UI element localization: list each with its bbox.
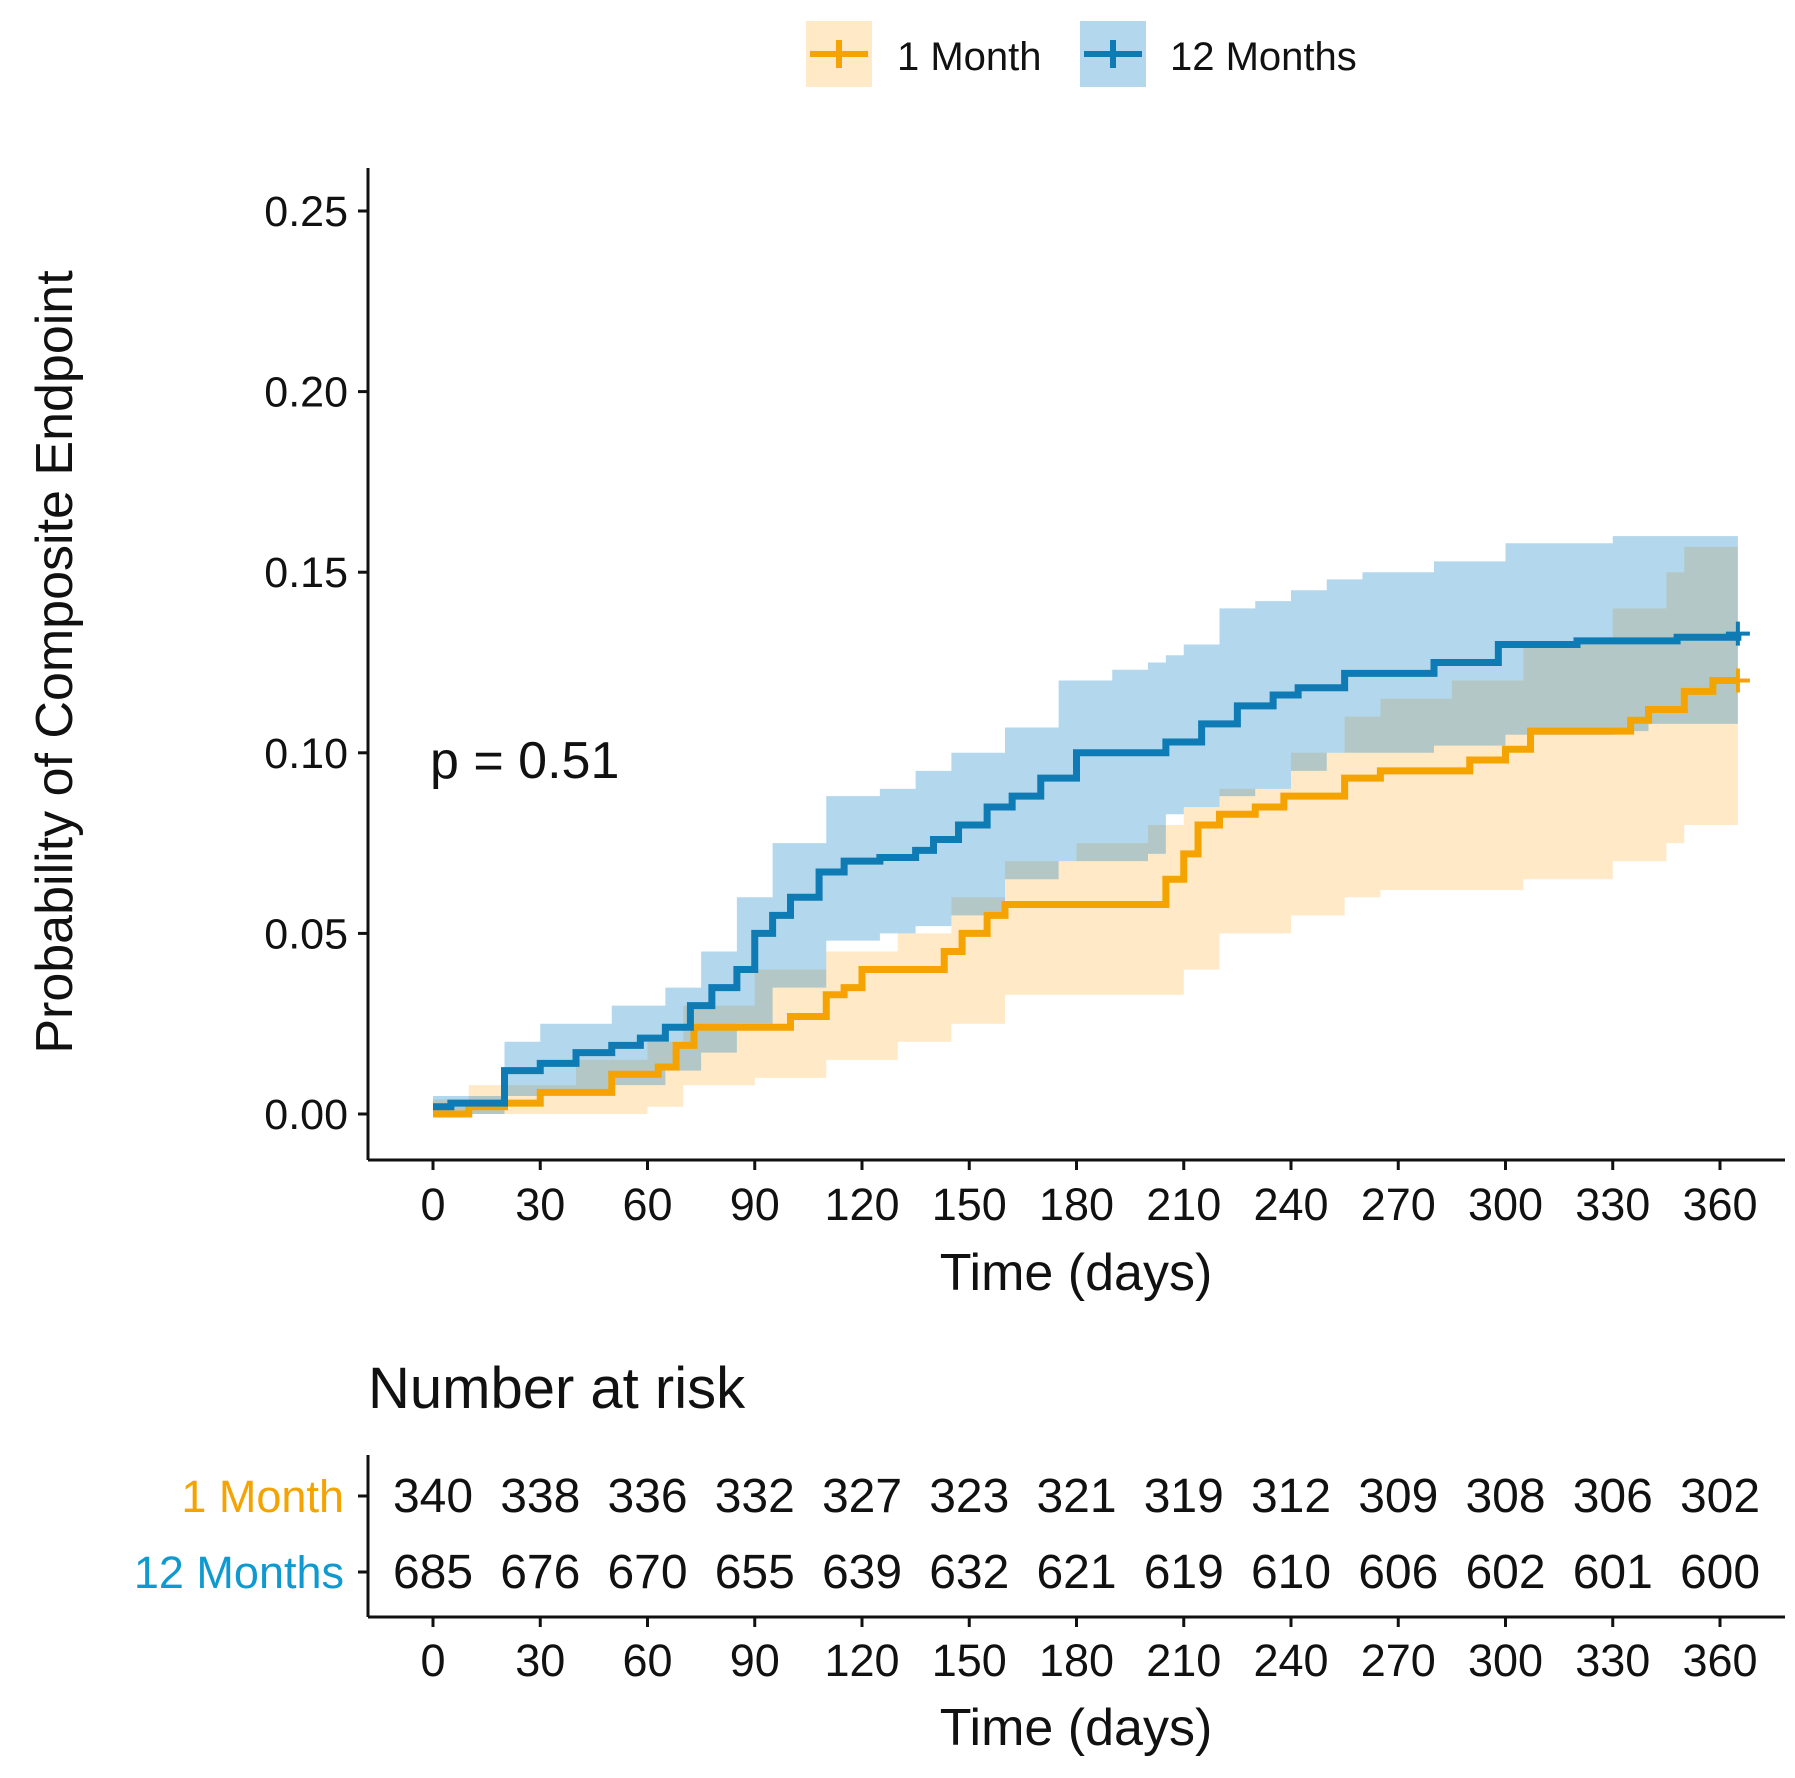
risk-x-tick-label: 60 <box>622 1635 672 1686</box>
risk-table-x-axis-label: Time (days) <box>940 1699 1213 1757</box>
risk-count: 670 <box>607 1546 687 1599</box>
x-tick-label: 30 <box>515 1179 565 1230</box>
risk-count: 309 <box>1358 1470 1438 1523</box>
x-tick-label: 0 <box>420 1179 445 1230</box>
legend-key-line-icon <box>810 40 868 68</box>
y-tick-label: 0.25 <box>264 188 348 236</box>
risk-row-label: 12 Months <box>134 1547 344 1598</box>
risk-x-tick-label: 90 <box>730 1635 780 1686</box>
x-tick-label: 150 <box>932 1179 1007 1230</box>
x-tick-label: 90 <box>730 1179 780 1230</box>
y-tick-label: 0.00 <box>264 1091 348 1139</box>
survival-line-1-month <box>433 677 1738 1118</box>
risk-count: 308 <box>1465 1470 1545 1523</box>
x-tick-label: 60 <box>622 1179 672 1230</box>
risk-count: 327 <box>822 1470 902 1523</box>
risk-count: 338 <box>500 1470 580 1523</box>
x-axis-label: Time (days) <box>940 1244 1213 1302</box>
risk-count: 685 <box>393 1546 473 1599</box>
risk-count: 340 <box>393 1470 473 1523</box>
y-tick-label: 0.10 <box>264 730 348 778</box>
risk-count: 600 <box>1680 1546 1760 1599</box>
risk-x-tick-label: 120 <box>824 1635 899 1686</box>
risk-x-tick-label: 0 <box>420 1635 445 1686</box>
plot-area: 0.00 0.05 0.10 0.15 0.20 0.25 0 30 60 90 120 150 180… <box>264 168 1785 1230</box>
legend: 1 Month 12 Months <box>806 21 1357 87</box>
x-tick-label: 270 <box>1361 1179 1436 1230</box>
risk-count: 639 <box>822 1546 902 1599</box>
risk-count: 323 <box>929 1470 1009 1523</box>
risk-count: 676 <box>500 1546 580 1599</box>
legend-key-line-icon <box>1084 40 1142 68</box>
risk-x-tick-label: 210 <box>1146 1635 1221 1686</box>
legend-label: 12 Months <box>1170 35 1357 79</box>
risk-count: 312 <box>1251 1470 1331 1523</box>
risk-x-tick-label: 360 <box>1682 1635 1757 1686</box>
x-tick-label: 120 <box>824 1179 899 1230</box>
risk-x-tick-label: 150 <box>932 1635 1007 1686</box>
risk-count: 655 <box>715 1546 795 1599</box>
legend-label: 1 Month <box>897 35 1042 79</box>
risk-table: 1 Month 340 338 336 332 327 323 321 319 312 309 308… <box>134 1455 1785 1686</box>
ci-band-12-months <box>433 536 1738 1114</box>
x-tick-label: 360 <box>1682 1179 1757 1230</box>
risk-count: 321 <box>1036 1470 1116 1523</box>
risk-x-tick-label: 330 <box>1575 1635 1650 1686</box>
risk-count: 621 <box>1036 1546 1116 1599</box>
risk-table-title: Number at risk <box>368 1356 746 1421</box>
x-tick-label: 330 <box>1575 1179 1650 1230</box>
risk-count: 632 <box>929 1546 1009 1599</box>
risk-count: 602 <box>1465 1546 1545 1599</box>
y-tick-label: 0.05 <box>264 910 348 958</box>
risk-x-tick-label: 30 <box>515 1635 565 1686</box>
risk-count: 306 <box>1573 1470 1653 1523</box>
risk-count: 606 <box>1358 1546 1438 1599</box>
x-tick-label: 240 <box>1253 1179 1328 1230</box>
risk-x-tick-label: 300 <box>1468 1635 1543 1686</box>
risk-x-tick-label: 240 <box>1253 1635 1328 1686</box>
risk-count: 332 <box>715 1470 795 1523</box>
risk-count: 610 <box>1251 1546 1331 1599</box>
risk-count: 619 <box>1144 1546 1224 1599</box>
y-tick-label: 0.20 <box>264 369 348 417</box>
risk-count: 319 <box>1144 1470 1224 1523</box>
y-tick-label: 0.15 <box>264 549 348 597</box>
risk-row-label: 1 Month <box>181 1471 344 1522</box>
x-tick-label: 300 <box>1468 1179 1543 1230</box>
x-tick-label: 210 <box>1146 1179 1221 1230</box>
censor-mark <box>1725 668 1750 693</box>
y-axis-label: Probability of Composite Endpoint <box>26 270 84 1054</box>
p-value-annotation: p = 0.51 <box>430 732 619 790</box>
ci-band-1-month <box>433 546 1738 1114</box>
risk-count: 601 <box>1573 1546 1653 1599</box>
risk-x-tick-label: 270 <box>1361 1635 1436 1686</box>
risk-x-tick-label: 180 <box>1039 1635 1114 1686</box>
risk-count: 302 <box>1680 1470 1760 1523</box>
survival-line-12-months <box>433 633 1742 1111</box>
x-tick-label: 180 <box>1039 1179 1114 1230</box>
risk-count: 336 <box>607 1470 687 1523</box>
censor-mark <box>1725 621 1750 646</box>
